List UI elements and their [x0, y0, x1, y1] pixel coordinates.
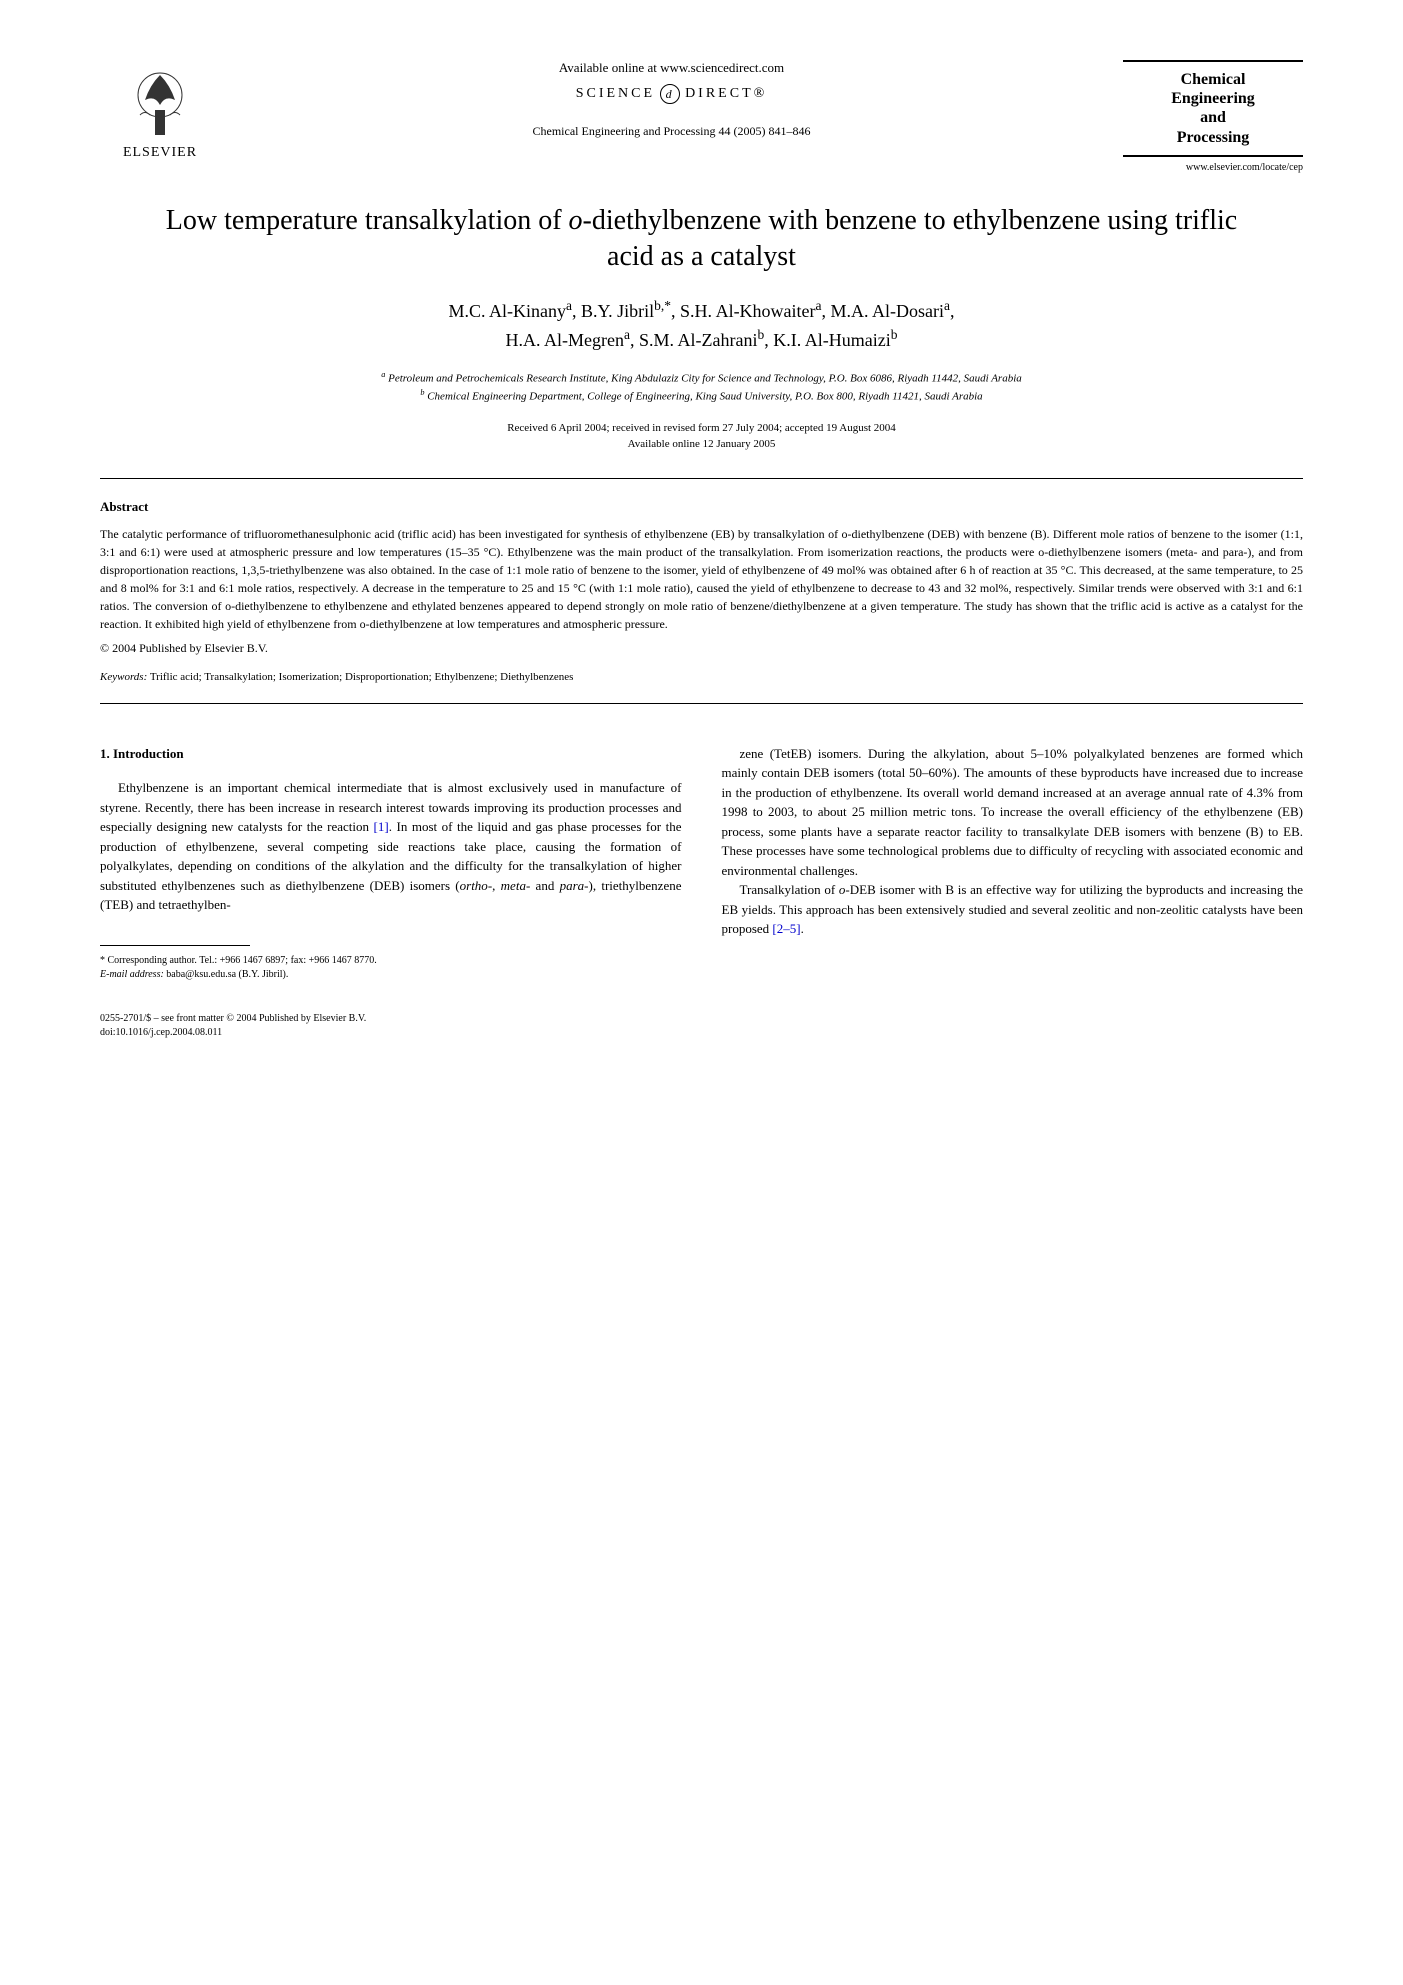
keywords: Keywords: Triflic acid; Transalkylation;…	[100, 671, 1303, 683]
journal-citation: Chemical Engineering and Processing 44 (…	[240, 124, 1103, 139]
ref-link-2-5[interactable]: [2–5]	[772, 921, 800, 936]
science-direct-logo: SCIENCE d DIRECT®	[240, 84, 1103, 104]
available-online-text: Available online at www.sciencedirect.co…	[240, 60, 1103, 76]
online-date: Available online 12 January 2005	[100, 436, 1303, 453]
journal-name-4: Processing	[1138, 128, 1288, 147]
affiliations: a Petroleum and Petrochemicals Research …	[100, 369, 1303, 405]
journal-box-container: Chemical Engineering and Processing www.…	[1123, 60, 1303, 173]
article-dates: Received 6 April 2004; received in revis…	[100, 420, 1303, 453]
journal-url: www.elsevier.com/locate/cep	[1123, 162, 1303, 173]
affiliation-b: b Chemical Engineering Department, Colle…	[100, 387, 1303, 405]
center-header: Available online at www.sciencedirect.co…	[220, 60, 1123, 139]
column-right: zene (TetEB) isomers. During the alkylat…	[722, 744, 1304, 982]
science-text: SCIENCE	[576, 86, 655, 102]
corresponding-footnote: * Corresponding author. Tel.: +966 1467 …	[100, 954, 682, 968]
intro-paragraph-2: zene (TetEB) isomers. During the alkylat…	[722, 744, 1304, 881]
publisher-logo: ELSEVIER	[100, 60, 220, 161]
email-value: baba@ksu.edu.sa (B.Y. Jibril).	[166, 969, 288, 980]
divider-1	[100, 478, 1303, 479]
keywords-text: Triflic acid; Transalkylation; Isomeriza…	[150, 671, 574, 683]
header-row: ELSEVIER Available online at www.science…	[100, 60, 1303, 173]
article-title: Low temperature transalkylation of o-die…	[160, 203, 1243, 276]
affiliation-a: a Petroleum and Petrochemicals Research …	[100, 369, 1303, 387]
authors-line-2: H.A. Al-Megrena, S.M. Al-Zahranib, K.I. …	[100, 325, 1303, 354]
footnote-divider	[100, 945, 250, 946]
intro-paragraph-3: Transalkylation of o-DEB isomer with B i…	[722, 880, 1304, 939]
footer-info: 0255-2701/$ – see front matter © 2004 Pu…	[100, 1012, 1303, 1040]
sciencedirect-icon: d	[660, 84, 680, 104]
journal-title-box: Chemical Engineering and Processing	[1123, 60, 1303, 157]
journal-name-3: and	[1138, 108, 1288, 127]
journal-name-2: Engineering	[1138, 89, 1288, 108]
column-left: 1. Introduction Ethylbenzene is an impor…	[100, 744, 682, 982]
intro-paragraph-1: Ethylbenzene is an important chemical in…	[100, 778, 682, 915]
email-label: E-mail address:	[100, 969, 164, 980]
authors-block: M.C. Al-Kinanya, B.Y. Jibrilb,*, S.H. Al…	[100, 296, 1303, 354]
ref-link-1[interactable]: [1]	[374, 819, 389, 834]
elsevier-tree-icon	[120, 60, 200, 140]
footer-issn: 0255-2701/$ – see front matter © 2004 Pu…	[100, 1012, 1303, 1026]
divider-2	[100, 703, 1303, 704]
abstract-text: The catalytic performance of trifluorome…	[100, 525, 1303, 633]
journal-name-1: Chemical	[1138, 70, 1288, 89]
direct-text: DIRECT®	[685, 86, 767, 102]
copyright-text: © 2004 Published by Elsevier B.V.	[100, 641, 1303, 656]
abstract-heading: Abstract	[100, 499, 1303, 515]
introduction-heading: 1. Introduction	[100, 744, 682, 764]
body-columns: 1. Introduction Ethylbenzene is an impor…	[100, 744, 1303, 982]
publisher-name: ELSEVIER	[123, 145, 197, 161]
email-footnote: E-mail address: baba@ksu.edu.sa (B.Y. Ji…	[100, 968, 682, 982]
keywords-label: Keywords:	[100, 671, 147, 683]
footer-doi: doi:10.1016/j.cep.2004.08.011	[100, 1026, 1303, 1040]
authors-line-1: M.C. Al-Kinanya, B.Y. Jibrilb,*, S.H. Al…	[100, 296, 1303, 325]
received-date: Received 6 April 2004; received in revis…	[100, 420, 1303, 437]
